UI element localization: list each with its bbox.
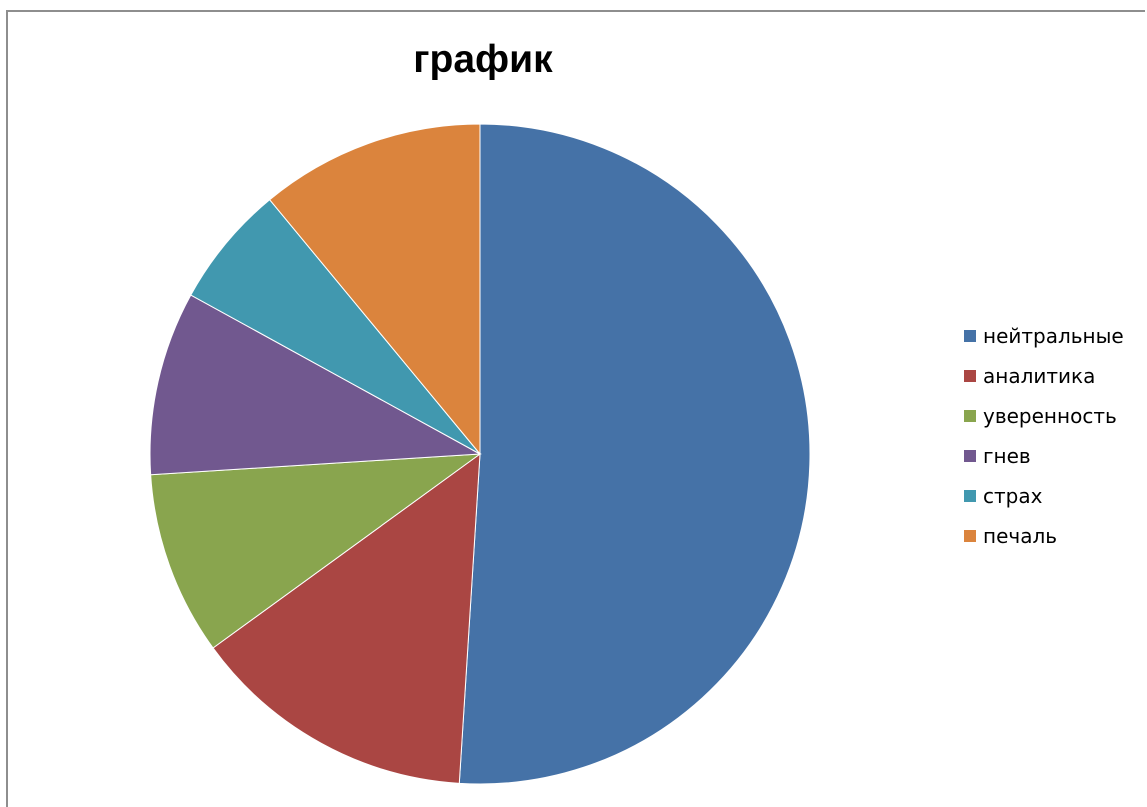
- pie-slice-4: [149, 294, 482, 476]
- pie-slice-5: [190, 199, 481, 455]
- legend-label: страх: [983, 484, 1043, 508]
- pie-slice-6: [268, 123, 481, 456]
- legend-item: страх: [964, 476, 1124, 516]
- legend-label: уверенность: [983, 404, 1117, 428]
- legend-swatch: [964, 490, 976, 502]
- legend-label: аналитика: [983, 364, 1096, 388]
- legend-swatch: [964, 330, 976, 342]
- pie-slice-2: [212, 452, 481, 784]
- legend-item: нейтральные: [964, 316, 1124, 356]
- legend-item: печаль: [964, 516, 1124, 556]
- legend-swatch: [964, 530, 976, 542]
- pie-slice-3: [150, 453, 482, 649]
- legend-item: уверенность: [964, 396, 1124, 436]
- legend-label: гнев: [983, 444, 1031, 468]
- legend: нейтральные аналитика уверенность гнев с…: [964, 316, 1124, 556]
- legend-swatch: [964, 450, 976, 462]
- legend-swatch: [964, 370, 976, 382]
- legend-label: нейтральные: [983, 324, 1124, 348]
- legend-swatch: [964, 410, 976, 422]
- legend-item: аналитика: [964, 356, 1124, 396]
- pie-slice-1: [458, 123, 811, 785]
- chart-title: график: [413, 38, 553, 81]
- legend-item: гнев: [964, 436, 1124, 476]
- legend-label: печаль: [983, 524, 1058, 548]
